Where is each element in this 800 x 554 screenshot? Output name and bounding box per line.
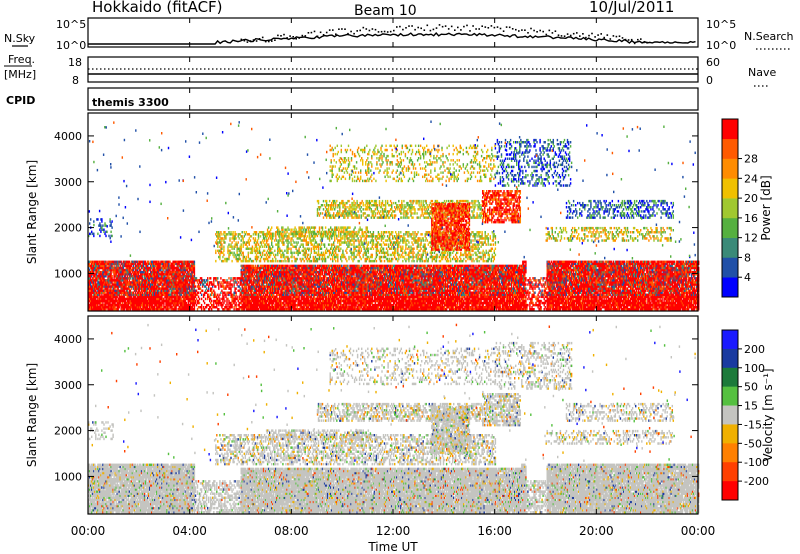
beam-title: Beam 10 — [354, 3, 417, 19]
colorbar-tick-label: -200 — [744, 475, 769, 488]
y-tick-label: 2000 — [54, 425, 82, 438]
nsky-line — [88, 33, 696, 44]
nave-tick-low: 0 — [706, 74, 713, 87]
colorbar-tick-label: 16 — [744, 212, 758, 225]
power-colorbar-label: Power [dB] — [759, 175, 773, 240]
colorbar-tick-label: 28 — [744, 153, 758, 166]
colorbar-block — [722, 277, 738, 297]
velocity-panel: 1000 2000 3000 4000 Slant Range [km] — [25, 316, 699, 514]
nsearch-label: N.Search — [744, 30, 794, 43]
cpid-value: themis 3300 — [92, 96, 169, 109]
colorbar-block — [722, 462, 738, 481]
colorbar-tick-label: 15 — [744, 400, 758, 413]
freq-tick-high: 18 — [68, 56, 82, 69]
y-tick-label: 1000 — [54, 470, 82, 483]
colorbar-block — [722, 368, 738, 387]
colorbar-tick-label: 200 — [744, 343, 765, 356]
freq-unit: [MHz] — [4, 68, 36, 81]
velocity-colorbar-label: Velocity [m s⁻¹] — [761, 368, 775, 461]
y-tick-label: 4000 — [54, 130, 82, 143]
date-title: 10/Jul/2011 — [589, 0, 674, 16]
power-panel: 1000 2000 3000 4000 Slant Range [km] — [25, 113, 699, 311]
x-tick-label: 20:00 — [579, 524, 614, 538]
colorbar-block — [722, 387, 738, 406]
cpid-panel: CPID themis 3300 — [6, 88, 698, 110]
x-axis-label: Time UT — [367, 540, 418, 554]
nsearch-tick-low: 10^0 — [706, 39, 736, 52]
colorbar-block — [722, 218, 738, 238]
nsky-label: N.Sky — [4, 32, 36, 45]
colorbar-tick-label: -15 — [744, 418, 762, 431]
power-colorbar: 4 8 12 16 20 24 28 Power [dB] — [722, 119, 773, 297]
colorbar-tick-label: 8 — [744, 251, 751, 264]
y-tick-label: 2000 — [54, 222, 82, 235]
colorbar-block — [722, 481, 738, 500]
x-tick-label: 12:00 — [376, 524, 411, 538]
colorbar-block — [722, 257, 738, 277]
nave-tick-high: 60 — [706, 56, 720, 69]
colorbar-tick-label: 50 — [744, 381, 758, 394]
colorbar-block — [722, 424, 738, 443]
colorbar-block — [722, 139, 738, 159]
colorbar-block — [722, 349, 738, 368]
x-tick-label: 08:00 — [274, 524, 309, 538]
colorbar-tick-label: 4 — [744, 271, 751, 284]
freq-label: Freq. — [8, 53, 35, 66]
nsky-panel: N.Sky 10^5 10^0 10^5 10^0 N.Search — [4, 18, 794, 52]
power-ylabel: Slant Range [km] — [25, 160, 39, 264]
colorbar-tick-label: -50 — [744, 437, 762, 450]
colorbar-block — [722, 406, 738, 425]
colorbar-tick-label: 24 — [744, 172, 758, 185]
velocity-heatmap-cells — [88, 324, 699, 514]
freq-tick-low: 8 — [72, 74, 79, 87]
colorbar-block — [722, 198, 738, 218]
velocity-ylabel: Slant Range [km] — [25, 363, 39, 467]
x-tick-label: 16:00 — [477, 524, 512, 538]
nsky-tick-low: 10^0 — [56, 39, 86, 52]
colorbar-tick-label: 20 — [744, 192, 758, 205]
y-tick-label: 1000 — [54, 267, 82, 280]
y-tick-label: 4000 — [54, 333, 82, 346]
colorbar-block — [722, 238, 738, 258]
power-heatmap-cells — [88, 121, 699, 311]
x-tick-label: 00:00 — [681, 524, 716, 538]
freq-panel: Freq. [MHz] 18 8 60 0 Nave — [4, 53, 776, 87]
colorbar-block — [722, 178, 738, 198]
station-title: Hokkaido (fitACF) — [92, 0, 223, 16]
nave-label: Nave — [748, 66, 776, 79]
nsearch-tick-high: 10^5 — [706, 18, 736, 31]
colorbar-block — [722, 443, 738, 462]
x-tick-label: 04:00 — [172, 524, 207, 538]
cpid-label: CPID — [6, 94, 35, 107]
y-tick-label: 3000 — [54, 379, 82, 392]
x-tick-label: 00:00 — [71, 524, 106, 538]
colorbar-tick-label: 12 — [744, 232, 758, 245]
colorbar-block — [722, 330, 738, 349]
colorbar-block — [722, 159, 738, 179]
colorbar-block — [722, 119, 738, 139]
nsky-tick-high: 10^5 — [56, 18, 86, 31]
y-tick-label: 3000 — [54, 176, 82, 189]
